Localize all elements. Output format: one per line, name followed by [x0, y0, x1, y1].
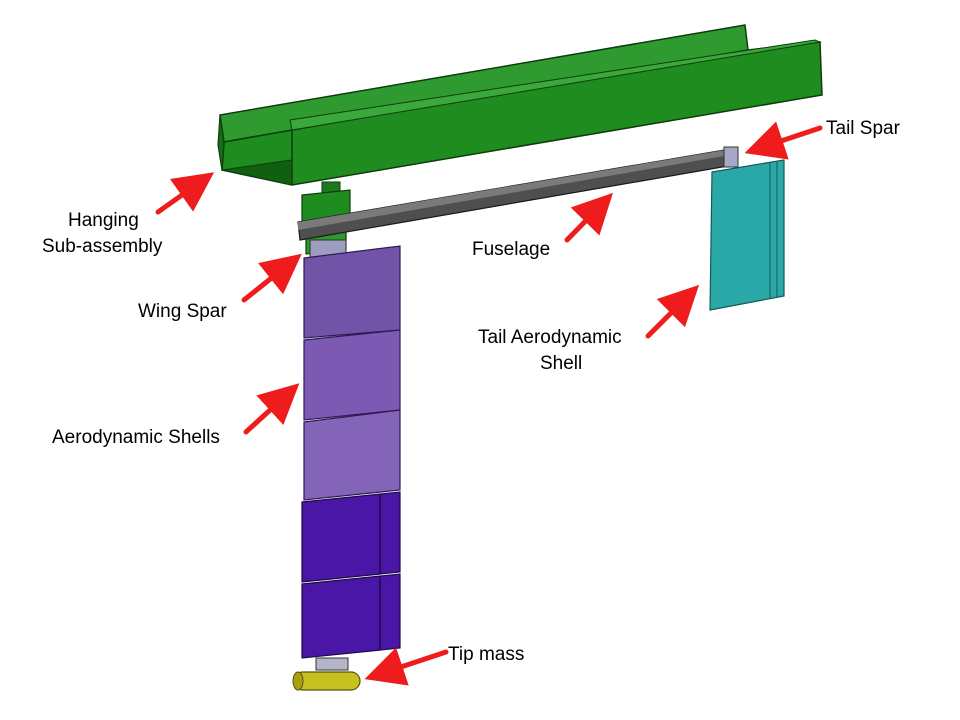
- callout-arrows: [155, 121, 823, 686]
- label-wing-spar: Wing Spar: [138, 301, 227, 322]
- tip-mass: [292, 671, 361, 691]
- tail-spar: [723, 146, 739, 168]
- hanging-frame: [217, 24, 823, 186]
- aerodynamic-shells: [301, 245, 401, 671]
- arrow-tail-shell: [645, 284, 700, 339]
- label-tail-shell-line1: Tail Aerodynamic: [478, 327, 622, 348]
- label-tail-spar: Tail Spar: [826, 118, 901, 139]
- arrow-fuselage: [564, 192, 613, 243]
- arrow-tip-mass: [364, 647, 449, 686]
- label-hanging-line2: Sub-assembly: [42, 236, 163, 257]
- tail-aerodynamic-shell: [709, 159, 785, 311]
- arrow-wing-spar: [241, 253, 302, 303]
- label-tail-shell-line2: Shell: [540, 353, 582, 374]
- arrow-aero-shells: [243, 383, 300, 435]
- label-aero-shells: Aerodynamic Shells: [52, 427, 220, 448]
- arrow-hanging: [155, 172, 215, 215]
- label-tip-mass: Tip mass: [448, 644, 524, 665]
- label-hanging-line1: Hanging: [68, 210, 139, 231]
- arrow-tail-spar: [744, 121, 823, 160]
- label-fuselage: Fuselage: [472, 239, 550, 260]
